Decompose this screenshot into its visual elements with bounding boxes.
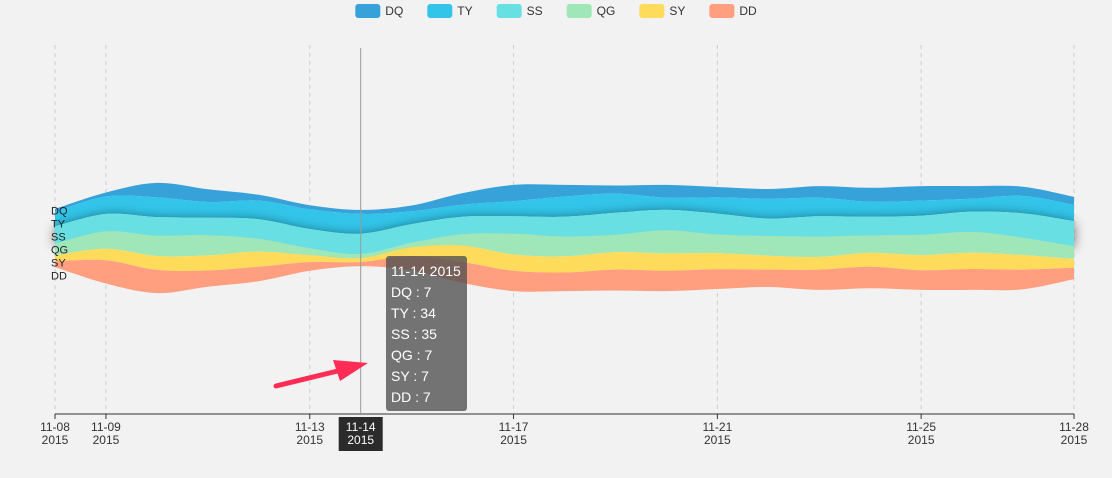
legend-item-qg[interactable]: QG [566, 4, 616, 18]
stream-layer-dd[interactable] [55, 256, 1074, 294]
legend-label-ss: SS [527, 4, 543, 18]
legend: DQ TY SS QG SY DD [355, 4, 757, 18]
x-tick-year-11-28: 2015 [1061, 433, 1088, 447]
tooltip: 11-14 2015 DQ : 7 TY : 34 SS : 35 QG : 7… [386, 256, 467, 411]
series-label-dd: DD [51, 271, 67, 283]
legend-item-sy[interactable]: SY [639, 4, 685, 18]
series-label-ty: TY [51, 218, 66, 230]
stream-layer-ss[interactable] [55, 209, 1074, 255]
x-tick-label-11-08: 11-08 [40, 420, 70, 434]
legend-label-sy: SY [669, 4, 685, 18]
x-tick-label-11-28: 11-28 [1059, 420, 1089, 434]
x-tick-year-11-25: 2015 [908, 433, 935, 447]
x-tick-year-11-08: 2015 [42, 433, 69, 447]
legend-label-ty: TY [457, 4, 472, 18]
x-tick-label-11-09: 11-09 [91, 420, 121, 434]
stream-layer-sy[interactable] [55, 245, 1074, 273]
legend-swatch-qg [566, 4, 592, 18]
series-label-qg: QG [51, 245, 68, 257]
x-tick-year-11-21: 2015 [704, 433, 731, 447]
legend-swatch-dq [355, 4, 381, 18]
legend-item-dq[interactable]: DQ [355, 4, 403, 18]
tooltip-title: 11-14 2015 [391, 263, 461, 279]
legend-swatch-sy [639, 4, 665, 18]
series-label-ss: SS [51, 231, 66, 243]
x-tick-label-11-25: 11-25 [906, 420, 936, 434]
axis-pointer-label-bg [338, 417, 383, 451]
tooltip-line-qg: QG : 7 [391, 347, 433, 363]
legend-swatch-ty [427, 4, 453, 18]
red-arrow-annotation [273, 360, 368, 389]
legend-item-dd[interactable]: DD [709, 4, 757, 18]
legend-item-ss[interactable]: SS [496, 4, 543, 18]
x-tick-label-11-13: 11-13 [295, 420, 325, 434]
stream-layer-qg[interactable] [55, 230, 1074, 259]
axis-pointer-date: 11-14 [346, 420, 376, 434]
tooltip-line-ty: TY : 34 [391, 305, 436, 321]
x-tick-year-11-09: 2015 [93, 433, 120, 447]
legend-swatch-dd [709, 4, 735, 18]
legend-label-dd: DD [739, 4, 757, 18]
stream-layer-ty[interactable] [55, 193, 1074, 234]
tooltip-line-sy: SY : 7 [391, 368, 429, 384]
x-axis: 11-08201511-09201511-13201511-17201511-2… [40, 413, 1089, 447]
legend-item-ty[interactable]: TY [427, 4, 473, 18]
stream-layer-dq[interactable] [55, 182, 1074, 214]
tooltip-line-ss: SS : 35 [391, 326, 437, 342]
x-tick-label-11-17: 11-17 [499, 420, 529, 434]
series-label-dq: DQ [51, 205, 68, 217]
x-tick-label-11-21: 11-21 [702, 420, 732, 434]
tooltip-line-dq: DQ : 7 [391, 284, 432, 300]
legend-swatch-ss [496, 4, 522, 18]
axis-pointer-year: 2015 [347, 433, 374, 447]
tooltip-line-dd: DD : 7 [391, 389, 431, 405]
legend-label-qg: QG [597, 4, 616, 18]
legend-label-dq: DQ [385, 4, 403, 18]
x-tick-year-11-17: 2015 [500, 433, 527, 447]
stream-layers [55, 182, 1074, 294]
series-label-sy: SY [51, 258, 66, 270]
x-tick-year-11-13: 2015 [296, 433, 323, 447]
